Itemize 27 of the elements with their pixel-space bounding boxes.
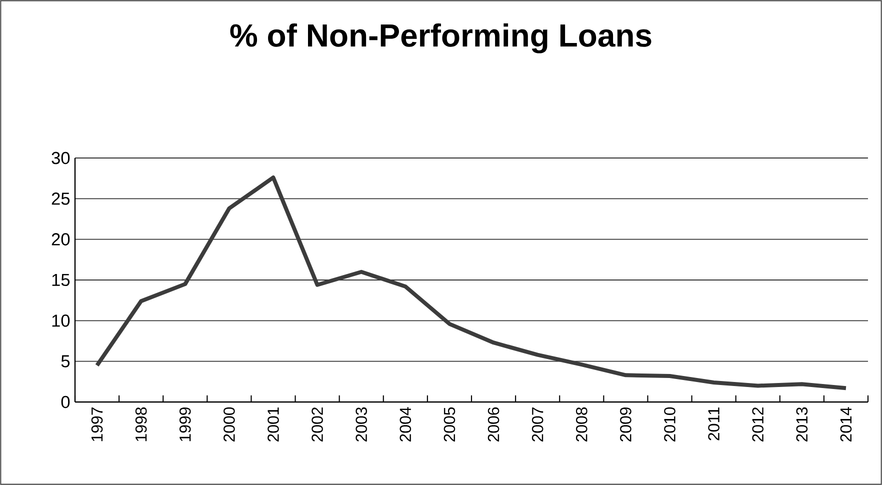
x-tick-label: 2013 (796, 407, 808, 442)
x-tick-label: 2001 (268, 407, 279, 442)
y-tick-label: 30 (52, 152, 70, 164)
x-tick-label: 1999 (179, 407, 191, 442)
x-tick-label: 2009 (620, 407, 632, 442)
x-tick-label: 2002 (312, 408, 323, 442)
x-tick-label: 2005 (444, 407, 456, 442)
x-tick-label: 2007 (532, 408, 544, 442)
x-tick-label: 2011 (708, 407, 720, 440)
x-tick-label: 2000 (224, 407, 235, 442)
y-tick-label: 20 (52, 233, 70, 246)
x-tick-label: 2006 (488, 407, 500, 442)
x-tick-label: 2004 (400, 407, 412, 442)
x-tick-label: 1997 (91, 408, 103, 442)
x-tick-label: 2008 (576, 407, 588, 442)
x-tick-label: 2003 (356, 407, 368, 442)
x-tick-label: 2014 (840, 407, 852, 442)
y-tick-label: 0 (61, 396, 70, 408)
chart-title: % of Non-Performing Loans (230, 23, 652, 54)
x-tick-label: 2010 (664, 407, 676, 442)
y-tick-label: 25 (52, 192, 70, 205)
line-series (95, 176, 848, 390)
x-tick-label: 1998 (135, 407, 147, 442)
y-tick-label: 5 (61, 355, 70, 368)
y-tick-label: 10 (52, 314, 70, 327)
y-tick-label: 15 (52, 274, 70, 286)
x-tick-label: 2012 (752, 408, 764, 442)
